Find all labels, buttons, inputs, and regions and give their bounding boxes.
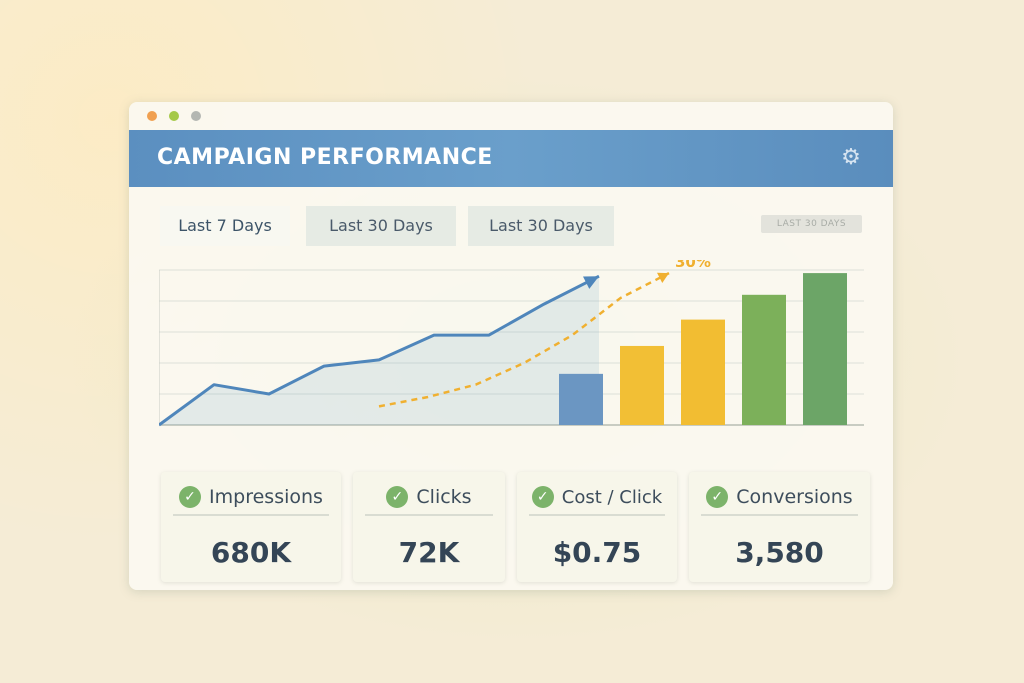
check-icon: ✓ [706, 486, 729, 508]
tab-last-30-days-2[interactable]: Last 30 Days [468, 206, 614, 246]
date-range-badge[interactable]: LAST 30 DAYS [761, 215, 862, 233]
check-icon: ✓ [531, 486, 554, 508]
series-line [158, 274, 600, 427]
metric-card-conversions: ✓ Conversions 3,580 [689, 472, 870, 582]
dashboard-window: CAMPAIGN PERFORMANCE ⚙ Last 7 Days Last … [129, 102, 893, 590]
metric-card-cost-per-click: ✓ Cost / Click $0.75 [517, 472, 677, 582]
metric-label: Impressions [209, 486, 323, 508]
metric-value: 72K [398, 536, 460, 569]
check-icon: ✓ [386, 486, 409, 508]
check-icon: ✓ [179, 486, 202, 508]
performance-chart: 30% [158, 253, 864, 430]
metric-card-header: ✓ Impressions [173, 486, 329, 516]
tab-last-30-days[interactable]: Last 30 Days [306, 206, 456, 246]
gear-icon[interactable]: ⚙ [841, 145, 861, 170]
window-titlebar [129, 102, 893, 130]
metric-card-header: ✓ Cost / Click [529, 486, 665, 516]
metric-value: $0.75 [552, 536, 642, 569]
trend-label: 30% [675, 260, 711, 271]
bar [620, 345, 664, 425]
metric-card-impressions: ✓ Impressions 680K [161, 472, 341, 582]
minimize-dot[interactable] [169, 111, 179, 121]
tab-last-7-days[interactable]: Last 7 Days [160, 206, 290, 246]
close-dot[interactable] [147, 111, 157, 121]
metric-card-header: ✓ Conversions [701, 486, 858, 516]
line-arrowhead [583, 276, 599, 289]
bar [803, 273, 847, 425]
maximize-dot[interactable] [191, 111, 201, 121]
bar [742, 294, 786, 425]
trend-arrowhead [657, 272, 669, 284]
line-area [159, 276, 599, 425]
chart-svg: 30% [158, 253, 864, 427]
trend-line [378, 271, 670, 408]
metric-value: 680K [210, 536, 292, 569]
bar [559, 373, 603, 425]
page-title: CAMPAIGN PERFORMANCE [157, 145, 493, 170]
bar [681, 319, 725, 425]
header-bar: CAMPAIGN PERFORMANCE ⚙ [129, 130, 893, 187]
metric-card-header: ✓ Clicks [365, 486, 493, 516]
metric-label: Conversions [736, 486, 853, 508]
metric-label: Cost / Click [561, 486, 663, 508]
metric-label: Clicks [416, 486, 472, 508]
metric-card-clicks: ✓ Clicks 72K [353, 472, 505, 582]
metric-value: 3,580 [735, 536, 824, 569]
